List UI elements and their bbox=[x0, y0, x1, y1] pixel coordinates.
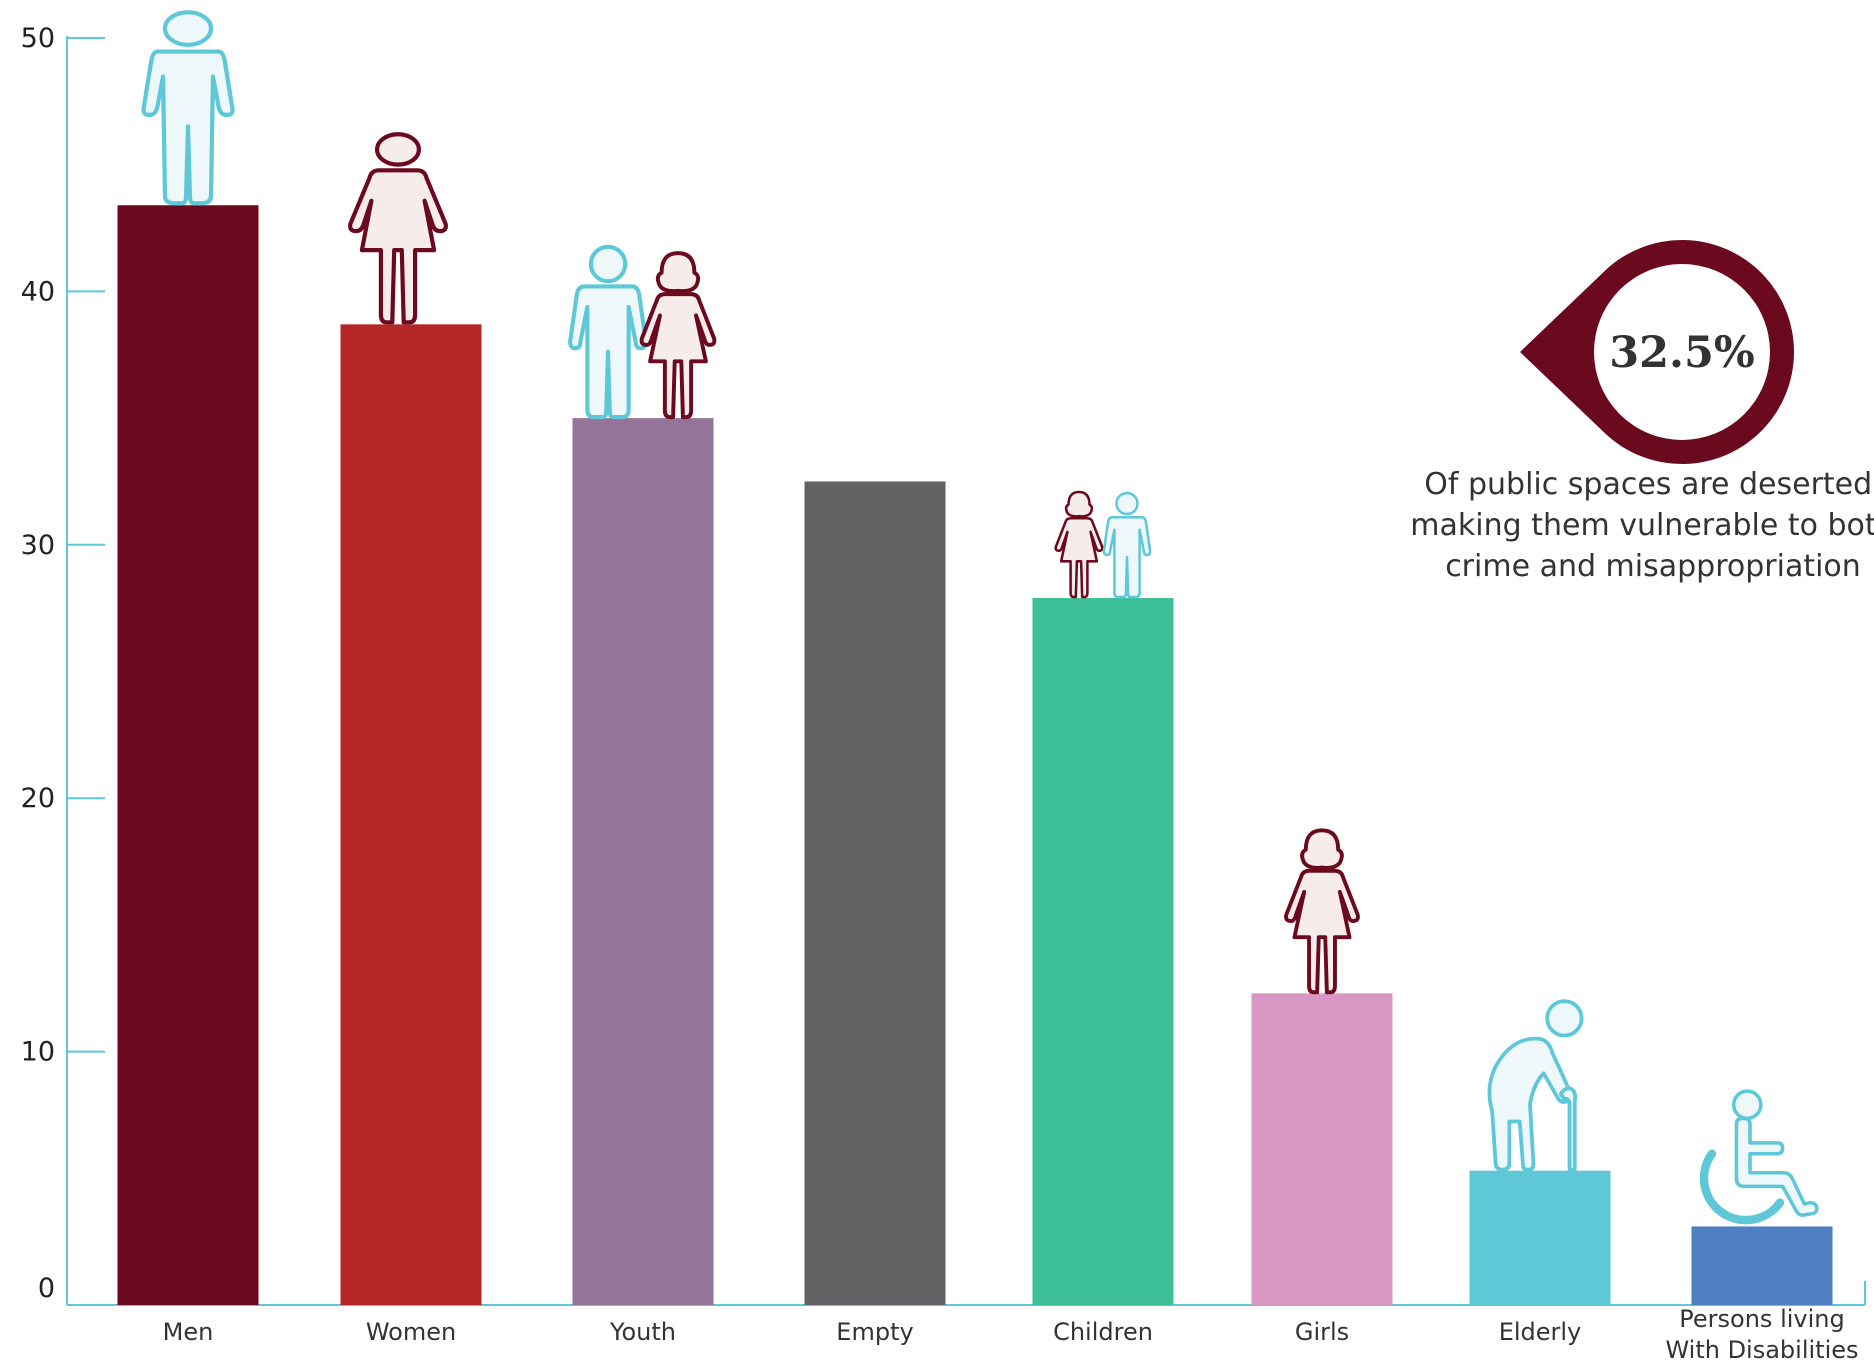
callout-text-line-1: Of public spaces are deserted, bbox=[1424, 467, 1874, 502]
y-tick-label: 50 bbox=[21, 23, 55, 54]
x-category-label: Girls bbox=[1295, 1318, 1349, 1346]
x-category-label: Men bbox=[163, 1318, 214, 1346]
x-category-label: With Disabilities bbox=[1665, 1336, 1858, 1364]
bar-girls bbox=[1251, 993, 1393, 1305]
x-category-label: Youth bbox=[609, 1318, 676, 1346]
wheelchair-icon bbox=[1699, 1089, 1819, 1225]
man-icon bbox=[141, 10, 235, 206]
callout-badge: 32.5% Of public spaces are deserted, mak… bbox=[1410, 240, 1874, 584]
y-tick-label: 10 bbox=[21, 1037, 55, 1068]
girl-icon bbox=[1284, 828, 1360, 995]
x-category-label: Women bbox=[366, 1318, 456, 1346]
x-category-label: Children bbox=[1053, 1318, 1153, 1346]
bar-men bbox=[117, 205, 259, 1305]
bar-persons-living-with-disabilities bbox=[1691, 1226, 1833, 1305]
bar-youth bbox=[572, 418, 714, 1306]
x-category-label: Elderly bbox=[1499, 1318, 1582, 1346]
callout-inner-circle bbox=[1594, 264, 1770, 440]
callout-text-line-3: crime and misappropriation bbox=[1445, 549, 1861, 584]
people-icons bbox=[141, 10, 1819, 1225]
boy-icon bbox=[1102, 491, 1152, 599]
boy-icon bbox=[568, 244, 648, 420]
callout-value: 32.5% bbox=[1609, 328, 1755, 378]
bar-elderly bbox=[1469, 1170, 1611, 1305]
woman-icon bbox=[348, 132, 448, 325]
bar-children bbox=[1032, 598, 1174, 1305]
elderly-icon bbox=[1487, 999, 1584, 1172]
callout-text-line-2: making them vulnerable to both bbox=[1410, 508, 1874, 543]
y-tick-label: 20 bbox=[21, 783, 55, 814]
x-category-label: Empty bbox=[836, 1318, 913, 1346]
bars bbox=[117, 205, 1833, 1306]
bar-empty bbox=[804, 481, 946, 1305]
girl-icon bbox=[1054, 490, 1104, 599]
category-labels: Men Women Youth Empty Children Girls Elderly Pe… bbox=[163, 1305, 1859, 1364]
y-tick-label: 40 bbox=[21, 276, 55, 307]
x-category-label: Persons living bbox=[1679, 1305, 1844, 1333]
y-tick-label: 0 bbox=[38, 1273, 55, 1304]
girl-icon bbox=[639, 251, 717, 420]
bar-women bbox=[340, 324, 482, 1305]
y-tick-label: 30 bbox=[21, 530, 55, 561]
